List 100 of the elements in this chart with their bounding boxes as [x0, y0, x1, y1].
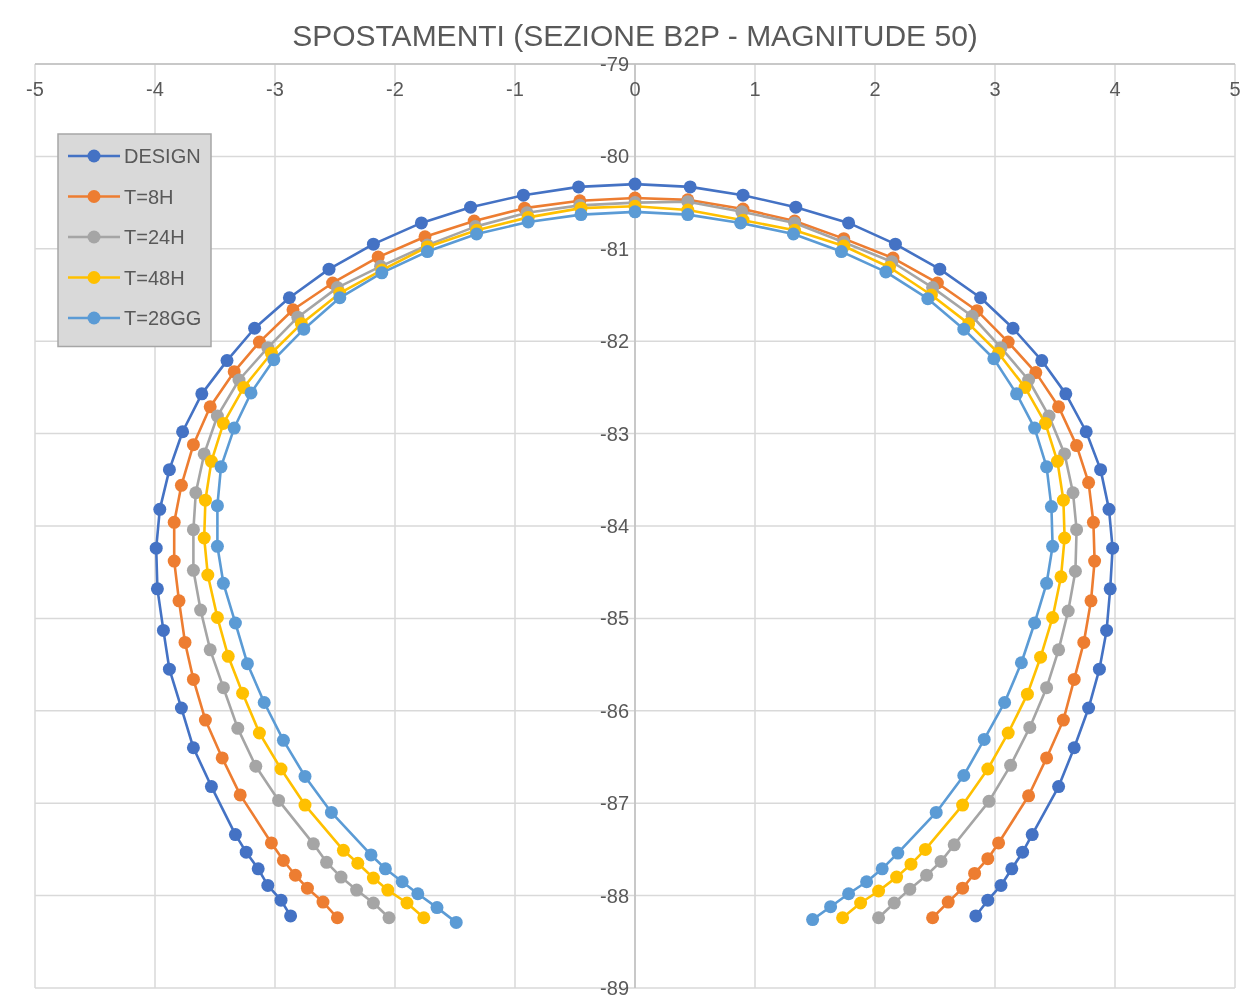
point	[249, 759, 263, 773]
point	[194, 603, 208, 617]
point	[214, 460, 228, 474]
point	[1023, 720, 1037, 734]
point	[288, 868, 302, 882]
point	[298, 769, 312, 783]
point	[252, 726, 266, 740]
point	[982, 794, 996, 808]
point	[1018, 380, 1032, 394]
point	[929, 805, 943, 819]
x-tick-label: 5	[1229, 78, 1241, 100]
point	[197, 531, 211, 545]
point	[842, 887, 856, 901]
point	[464, 200, 478, 214]
point	[1094, 463, 1108, 477]
point	[414, 216, 428, 230]
point	[1040, 460, 1054, 474]
point	[890, 870, 904, 884]
point	[186, 563, 200, 577]
point	[1001, 726, 1015, 740]
y-tick-label: -85	[600, 607, 629, 630]
point	[956, 881, 970, 895]
point	[1050, 454, 1064, 468]
point	[298, 798, 312, 812]
point	[351, 856, 365, 870]
point	[381, 883, 395, 897]
y-tick-label: -81	[600, 237, 629, 260]
point	[1034, 650, 1048, 664]
point	[204, 454, 218, 468]
point	[216, 576, 230, 590]
point	[834, 245, 848, 259]
point	[251, 862, 265, 876]
point	[417, 911, 431, 925]
point	[186, 672, 200, 686]
point	[1010, 387, 1024, 401]
point	[411, 887, 425, 901]
point	[244, 386, 258, 400]
point	[872, 884, 886, 898]
point	[204, 780, 218, 794]
point	[1004, 758, 1018, 772]
point	[941, 895, 955, 909]
point	[267, 353, 281, 367]
point	[366, 871, 380, 885]
point	[186, 438, 200, 452]
point	[1028, 616, 1042, 630]
point	[1046, 610, 1060, 624]
point	[1088, 554, 1102, 568]
x-tick-label: -2	[386, 78, 404, 100]
point	[1070, 439, 1084, 453]
point	[789, 200, 803, 214]
point	[968, 866, 982, 880]
point	[903, 882, 917, 896]
point	[1038, 416, 1052, 430]
point	[904, 857, 918, 871]
point	[1067, 741, 1081, 755]
y-tick-label: -82	[600, 330, 629, 353]
x-tick-label: 0	[629, 78, 641, 100]
point	[284, 909, 298, 923]
point	[333, 291, 347, 305]
point	[1084, 594, 1098, 608]
point	[400, 896, 414, 910]
point	[324, 805, 338, 819]
point	[1052, 400, 1066, 414]
y-tick-label: -80	[600, 145, 629, 168]
point	[888, 237, 902, 251]
point	[1092, 662, 1106, 676]
point	[430, 901, 444, 915]
point	[236, 686, 250, 700]
y-tick-label: -86	[600, 699, 629, 722]
point	[297, 322, 311, 336]
point	[806, 913, 820, 927]
point	[981, 893, 995, 907]
point	[1067, 672, 1081, 686]
y-tick-label: -79	[600, 53, 629, 75]
point	[195, 387, 209, 401]
x-tick-label: 1	[749, 78, 761, 100]
point	[276, 854, 290, 867]
point	[167, 554, 181, 568]
point	[395, 875, 409, 889]
point	[201, 568, 215, 582]
point	[1061, 604, 1075, 618]
point	[366, 237, 380, 251]
point	[336, 843, 350, 857]
point	[891, 846, 905, 860]
point	[172, 594, 186, 608]
point	[156, 623, 170, 637]
point	[186, 741, 200, 755]
point	[1016, 845, 1030, 859]
point	[364, 848, 378, 862]
point	[264, 836, 278, 850]
point	[216, 416, 230, 430]
point	[992, 836, 1006, 850]
point	[203, 400, 217, 414]
point	[947, 838, 961, 852]
point	[366, 896, 380, 910]
point	[681, 208, 695, 222]
point	[842, 216, 856, 230]
point	[1040, 576, 1054, 590]
point	[1102, 502, 1116, 516]
point	[316, 895, 330, 909]
